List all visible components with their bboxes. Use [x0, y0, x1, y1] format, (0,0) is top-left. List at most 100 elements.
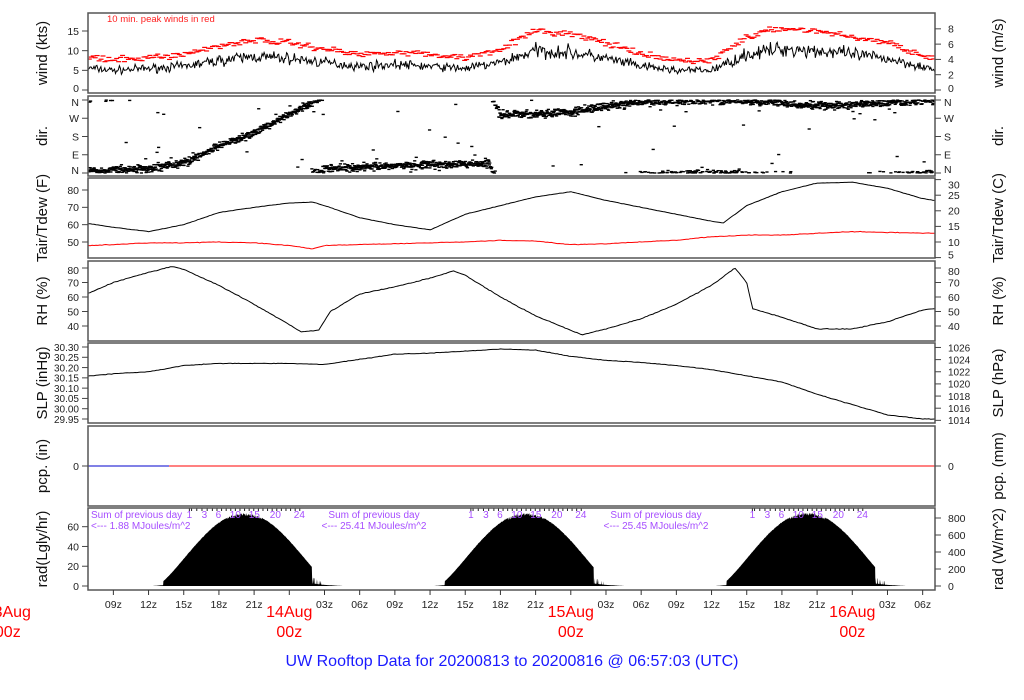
- wind-direction-mark: [465, 167, 470, 169]
- wind-direction-mark: [169, 157, 173, 159]
- wind-direction-mark: [684, 99, 689, 102]
- wind-direction-mark: [816, 101, 821, 103]
- wind-direction-mark: [363, 170, 367, 172]
- wind-direction-mark: [192, 156, 197, 159]
- wind-direction-mark: [109, 168, 113, 170]
- wind-direction-mark: [711, 100, 715, 103]
- wind-direction-mark: [719, 102, 723, 105]
- wind-direction-mark: [348, 171, 352, 173]
- y-tick-label-right: S: [944, 131, 951, 143]
- wind-direction-mark: [613, 105, 617, 108]
- wind-direction-mark: [562, 108, 566, 111]
- y-tick-label-right: 400: [948, 547, 966, 559]
- wind-direction-mark: [592, 107, 597, 110]
- wind-direction-mark: [352, 170, 356, 172]
- wind-direction-mark: [601, 106, 605, 109]
- wind-direction-mark: [217, 146, 221, 149]
- y-axis-label-right: Tair/Tdew (C): [990, 173, 1007, 263]
- wind-direction-mark: [290, 114, 294, 116]
- wind-direction-mark: [904, 102, 908, 104]
- y-tick-label-right: 1018: [948, 392, 971, 403]
- wind-direction-mark: [595, 107, 599, 110]
- wind-direction-mark: [411, 165, 415, 167]
- wind-direction-mark: [770, 100, 774, 103]
- wind-direction-mark: [567, 112, 572, 114]
- wind-direction-mark: [745, 101, 749, 104]
- wind-direction-mark: [579, 164, 583, 166]
- wind-direction-mark: [374, 161, 378, 164]
- wind-direction-mark: [705, 168, 710, 171]
- x-tick-label: 12z: [422, 599, 439, 611]
- wind-direction-mark: [878, 170, 882, 173]
- wind-direction-mark: [905, 99, 909, 102]
- wind-direction-mark: [418, 167, 423, 169]
- wind-direction-mark: [487, 164, 491, 166]
- wind-direction-mark: [614, 102, 618, 104]
- wind-direction-mark: [556, 108, 560, 110]
- wind-direction-mark: [483, 161, 487, 163]
- wind-direction-mark: [437, 169, 441, 172]
- wind-direction-mark: [246, 136, 251, 138]
- wind-direction-mark: [549, 112, 553, 115]
- wind-direction-mark: [504, 113, 508, 116]
- wind-direction-mark: [427, 164, 431, 166]
- wind-direction-mark: [244, 136, 248, 138]
- wind-direction-mark: [287, 111, 292, 114]
- wind-direction-mark: [438, 161, 442, 163]
- wind-direction-mark: [365, 165, 369, 168]
- wind-direction-mark: [777, 153, 781, 156]
- wind-direction-mark: [537, 113, 541, 116]
- wind-direction-mark: [294, 108, 298, 110]
- wind-direction-mark: [740, 171, 744, 174]
- solar-radiation-area: [152, 513, 344, 586]
- solar-radiation-area: [715, 512, 907, 586]
- wind-direction-mark: [262, 124, 266, 126]
- wind-direction-mark: [637, 99, 641, 102]
- wind-direction-mark: [119, 167, 123, 170]
- wind-direction-mark: [217, 145, 221, 148]
- y-tick-label: 30.00: [54, 405, 79, 416]
- wind-direction-mark: [557, 113, 561, 116]
- sun-hour-label: 3: [765, 510, 771, 521]
- wind-direction-mark: [306, 104, 310, 106]
- wind-direction-mark: [553, 108, 557, 111]
- wind-direction-mark: [442, 166, 446, 169]
- wind-direction-mark: [365, 163, 369, 165]
- wind-direction-mark: [703, 103, 708, 105]
- wind-direction-mark: [628, 99, 633, 102]
- wind-direction-mark: [374, 163, 378, 166]
- wind-direction-mark: [866, 100, 870, 103]
- wind-direction-mark: [809, 104, 813, 106]
- wind-direction-mark: [265, 127, 269, 129]
- wind-direction-mark: [727, 100, 731, 102]
- wind-direction-mark: [467, 162, 471, 164]
- wind-direction-mark: [236, 138, 240, 140]
- wind-direction-mark: [152, 163, 156, 166]
- wind-direction-mark: [445, 167, 449, 169]
- wind-direction-mark: [778, 99, 782, 102]
- wind-direction-mark: [759, 104, 763, 106]
- wind-direction-mark: [815, 106, 819, 109]
- wind-direction-mark: [904, 104, 909, 106]
- wind-direction-mark: [470, 145, 474, 148]
- wind-direction-mark: [387, 168, 391, 171]
- wind-direction-mark: [894, 102, 898, 104]
- x-tick-label: 18z: [210, 599, 227, 611]
- wind-direction-mark: [309, 102, 314, 105]
- wind-direction-mark: [448, 163, 452, 166]
- wind-direction-mark: [847, 106, 851, 108]
- wind-direction-mark: [868, 172, 872, 174]
- wind-direction-mark: [512, 110, 516, 113]
- wind-direction-mark: [455, 166, 459, 168]
- wind-direction-mark: [863, 105, 868, 107]
- wind-direction-mark: [485, 165, 489, 167]
- wind-direction-mark: [781, 170, 785, 173]
- wind-direction-mark: [429, 165, 433, 167]
- wind-direction-mark: [174, 160, 178, 162]
- wind-direction-mark: [881, 105, 885, 107]
- wind-direction-mark: [733, 99, 737, 102]
- wind-direction-mark: [788, 105, 792, 107]
- wind-direction-mark: [773, 101, 777, 104]
- wind-direction-mark: [196, 153, 200, 156]
- wind-direction-mark: [295, 109, 299, 112]
